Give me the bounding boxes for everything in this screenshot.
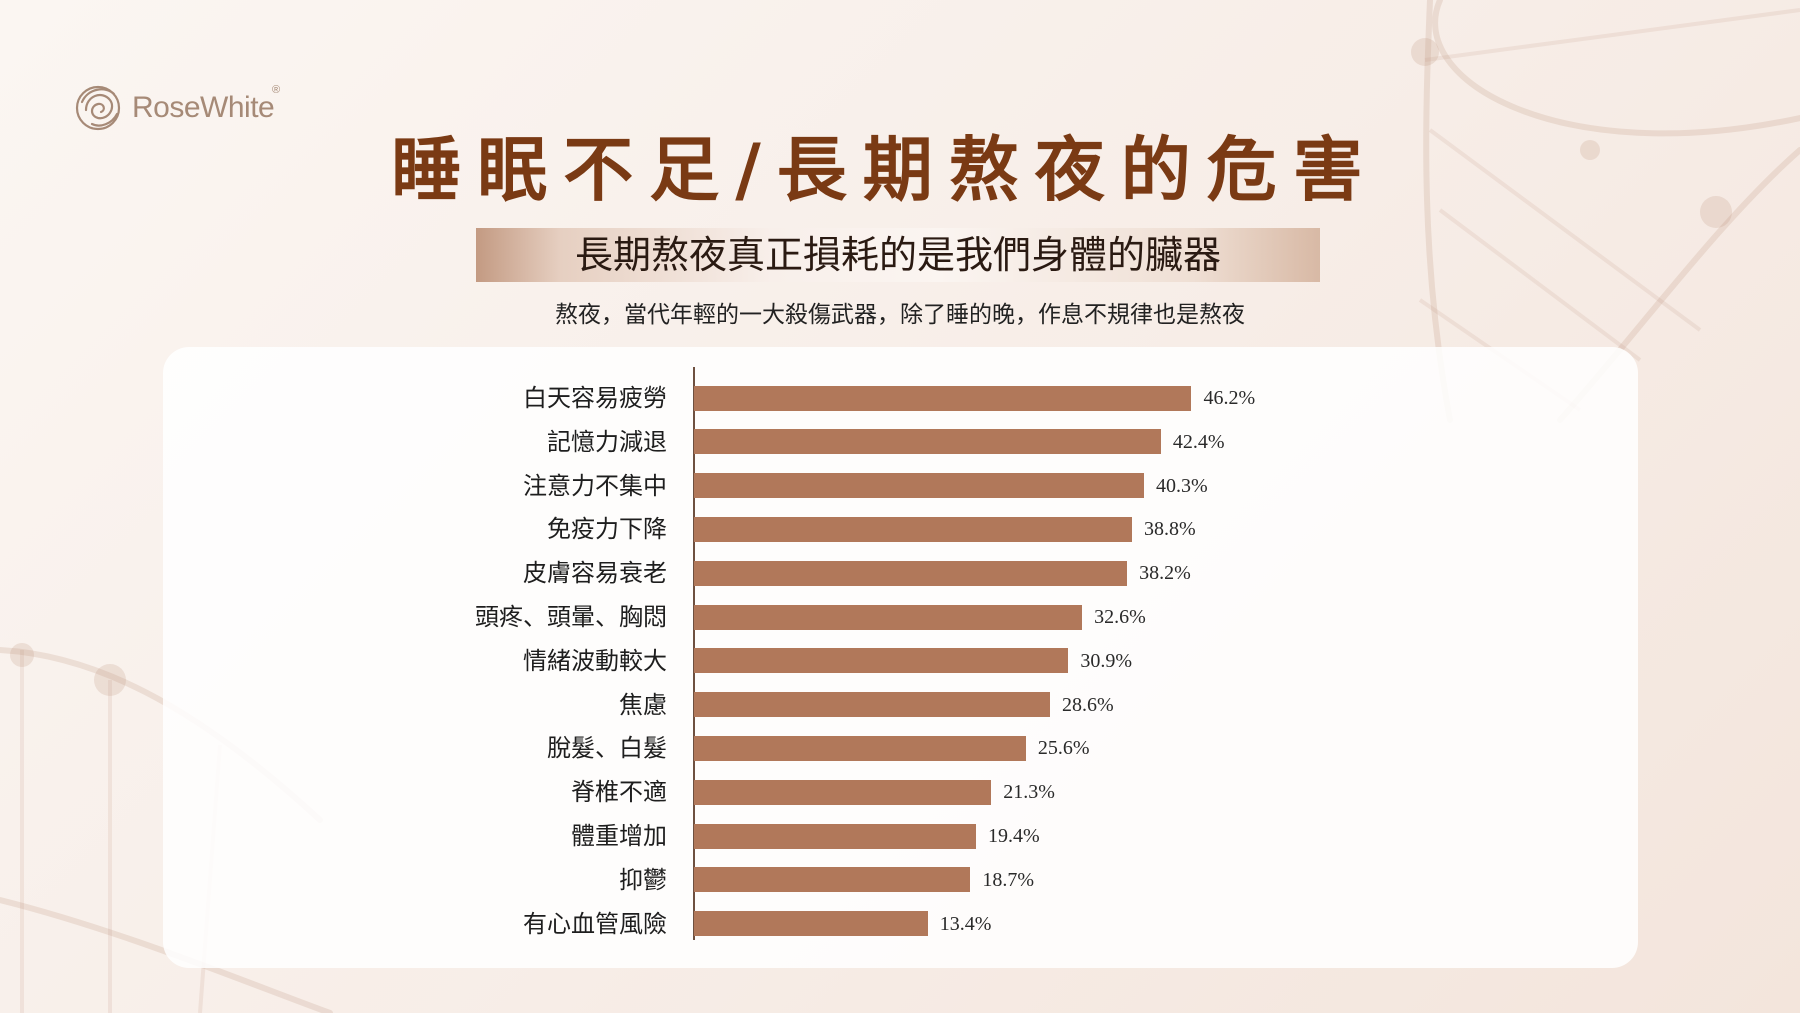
value-label: 42.4% xyxy=(1172,430,1225,453)
value-label: 38.2% xyxy=(1139,562,1191,585)
category-label: 皮膚容易衰老 xyxy=(523,559,667,588)
value-label: 19.4% xyxy=(987,825,1040,847)
brand-logo: RoseWhite ® xyxy=(72,80,302,134)
category-label: 脊椎不適 xyxy=(571,778,667,807)
value-label: 38.8% xyxy=(1143,518,1196,541)
brand-name: RoseWhite xyxy=(132,91,275,124)
category-label: 頭疼、頭暈、胸悶 xyxy=(475,603,667,631)
value-label: 28.6% xyxy=(1061,693,1114,716)
registered-mark: ® xyxy=(272,84,281,96)
category-label: 體重增加 xyxy=(571,822,667,850)
bar xyxy=(694,385,1192,411)
value-label: 21.3% xyxy=(1003,781,1055,804)
category-label: 有心血管風險 xyxy=(523,909,667,938)
category-label: 注意力不集中 xyxy=(523,471,667,500)
bar xyxy=(694,867,971,893)
category-label: 焦慮 xyxy=(619,690,667,719)
bar xyxy=(694,473,1144,499)
value-label: 32.6% xyxy=(1094,606,1146,628)
value-label: 30.9% xyxy=(1080,649,1133,672)
category-label: 免疫力下降 xyxy=(547,515,667,544)
bar xyxy=(694,779,992,805)
value-label: 46.2% xyxy=(1203,387,1256,409)
rose-logo-icon xyxy=(75,85,121,131)
page-title: 睡眠不足/長期熬夜的危害 xyxy=(391,129,1379,211)
subtitle-banner: 長期熬夜真正損耗的是我們身體的臟器 xyxy=(476,228,1320,282)
value-label: 40.3% xyxy=(1156,474,1208,497)
bar xyxy=(694,648,1069,674)
bar xyxy=(694,911,928,937)
bar xyxy=(694,692,1050,718)
value-label: 18.7% xyxy=(982,868,1035,891)
value-label: 13.4% xyxy=(939,912,992,935)
bar xyxy=(694,560,1128,586)
bar xyxy=(694,429,1161,455)
value-label: 25.6% xyxy=(1037,737,1090,760)
category-label: 白天容易疲勞 xyxy=(523,384,667,412)
caption: 熬夜，當代年輕的一大殺傷武器，除了睡的晚，作息不規律也是熬夜 xyxy=(555,302,1245,328)
bar xyxy=(694,516,1132,542)
category-label: 記憶力減退 xyxy=(547,427,667,456)
category-label: 脫髮、白髮 xyxy=(547,734,667,763)
category-label: 情緒波動較大 xyxy=(523,646,667,675)
bar xyxy=(694,735,1026,761)
category-label: 抑鬱 xyxy=(619,865,667,894)
bar xyxy=(694,604,1083,630)
subtitle: 長期熬夜真正損耗的是我們身體的臟器 xyxy=(574,233,1221,277)
bar-chart-card: 白天容易疲勞 46.2% 記憶力減退 42.4% 注意力不集中 40.3% 免疫力下降 38.… xyxy=(163,347,1638,968)
bar xyxy=(694,823,976,849)
